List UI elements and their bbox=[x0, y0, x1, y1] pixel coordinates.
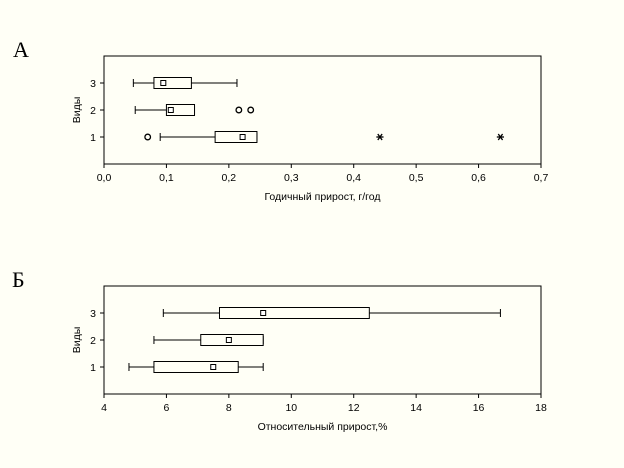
interquartile-box bbox=[214, 131, 258, 143]
median-marker bbox=[239, 134, 246, 140]
y-tick-label: 2 bbox=[90, 105, 96, 117]
x-tick-label: 6 bbox=[164, 402, 170, 414]
y-tick-label: 1 bbox=[90, 362, 96, 374]
y-tick-label: 1 bbox=[90, 132, 96, 144]
median-marker bbox=[160, 80, 167, 86]
x-tick-label: 14 bbox=[410, 402, 422, 414]
y-tick-label: 2 bbox=[90, 335, 96, 347]
interquartile-box bbox=[200, 334, 264, 346]
box-species-3 bbox=[162, 307, 501, 319]
extreme-point bbox=[496, 133, 505, 141]
extreme-point-stroke bbox=[377, 133, 383, 141]
y-tick-label: 3 bbox=[90, 308, 96, 320]
x-tick-label: 0,4 bbox=[346, 172, 361, 184]
x-axis-title: Относительный прирост,% bbox=[258, 421, 388, 433]
box-species-1 bbox=[144, 131, 505, 143]
interquartile-box bbox=[218, 307, 370, 319]
x-tick-label: 0,1 bbox=[159, 172, 174, 184]
median-marker bbox=[210, 364, 217, 370]
chart-panel-1: А 0,0 0,1 0,2 0,3 0,4 0,5 0,6 0,7 1 2 3 Годичный при… bbox=[13, 37, 548, 203]
x-tick-label: 12 bbox=[348, 402, 360, 414]
x-tick-label: 0,2 bbox=[222, 172, 237, 184]
box-species-3 bbox=[132, 77, 238, 89]
panel-label: Б bbox=[12, 267, 25, 292]
box-species-1 bbox=[128, 361, 264, 373]
interquartile-box bbox=[153, 77, 192, 89]
x-tick-label: 0,0 bbox=[97, 172, 112, 184]
median-marker bbox=[167, 107, 174, 113]
y-tick-label: 3 bbox=[90, 78, 96, 90]
x-tick-label: 0,3 bbox=[284, 172, 299, 184]
x-tick-label: 0,6 bbox=[471, 172, 486, 184]
x-tick-label: 18 bbox=[535, 402, 547, 414]
interquartile-box bbox=[165, 104, 196, 116]
outlier-point bbox=[247, 106, 255, 114]
x-tick-label: 0,7 bbox=[534, 172, 549, 184]
outlier-point bbox=[235, 106, 243, 114]
median-marker bbox=[225, 337, 232, 343]
x-tick-label: 8 bbox=[226, 402, 232, 414]
extreme-point bbox=[376, 133, 384, 141]
panel-label: А bbox=[13, 37, 29, 62]
x-tick-label: 10 bbox=[285, 402, 297, 414]
interquartile-box bbox=[153, 361, 239, 373]
x-tick-label: 0,5 bbox=[409, 172, 424, 184]
x-tick-label: 16 bbox=[473, 402, 485, 414]
box-species-2 bbox=[153, 334, 264, 346]
outlier-point bbox=[144, 133, 152, 141]
box-species-2 bbox=[134, 104, 255, 116]
y-axis-title: Виды bbox=[71, 327, 83, 354]
x-tick-label: 4 bbox=[101, 402, 107, 414]
median-marker bbox=[260, 310, 267, 316]
y-axis-title: Виды bbox=[71, 97, 83, 124]
extreme-point-stroke bbox=[497, 133, 504, 141]
x-axis-title: Годичный прирост, г/год bbox=[264, 191, 380, 203]
